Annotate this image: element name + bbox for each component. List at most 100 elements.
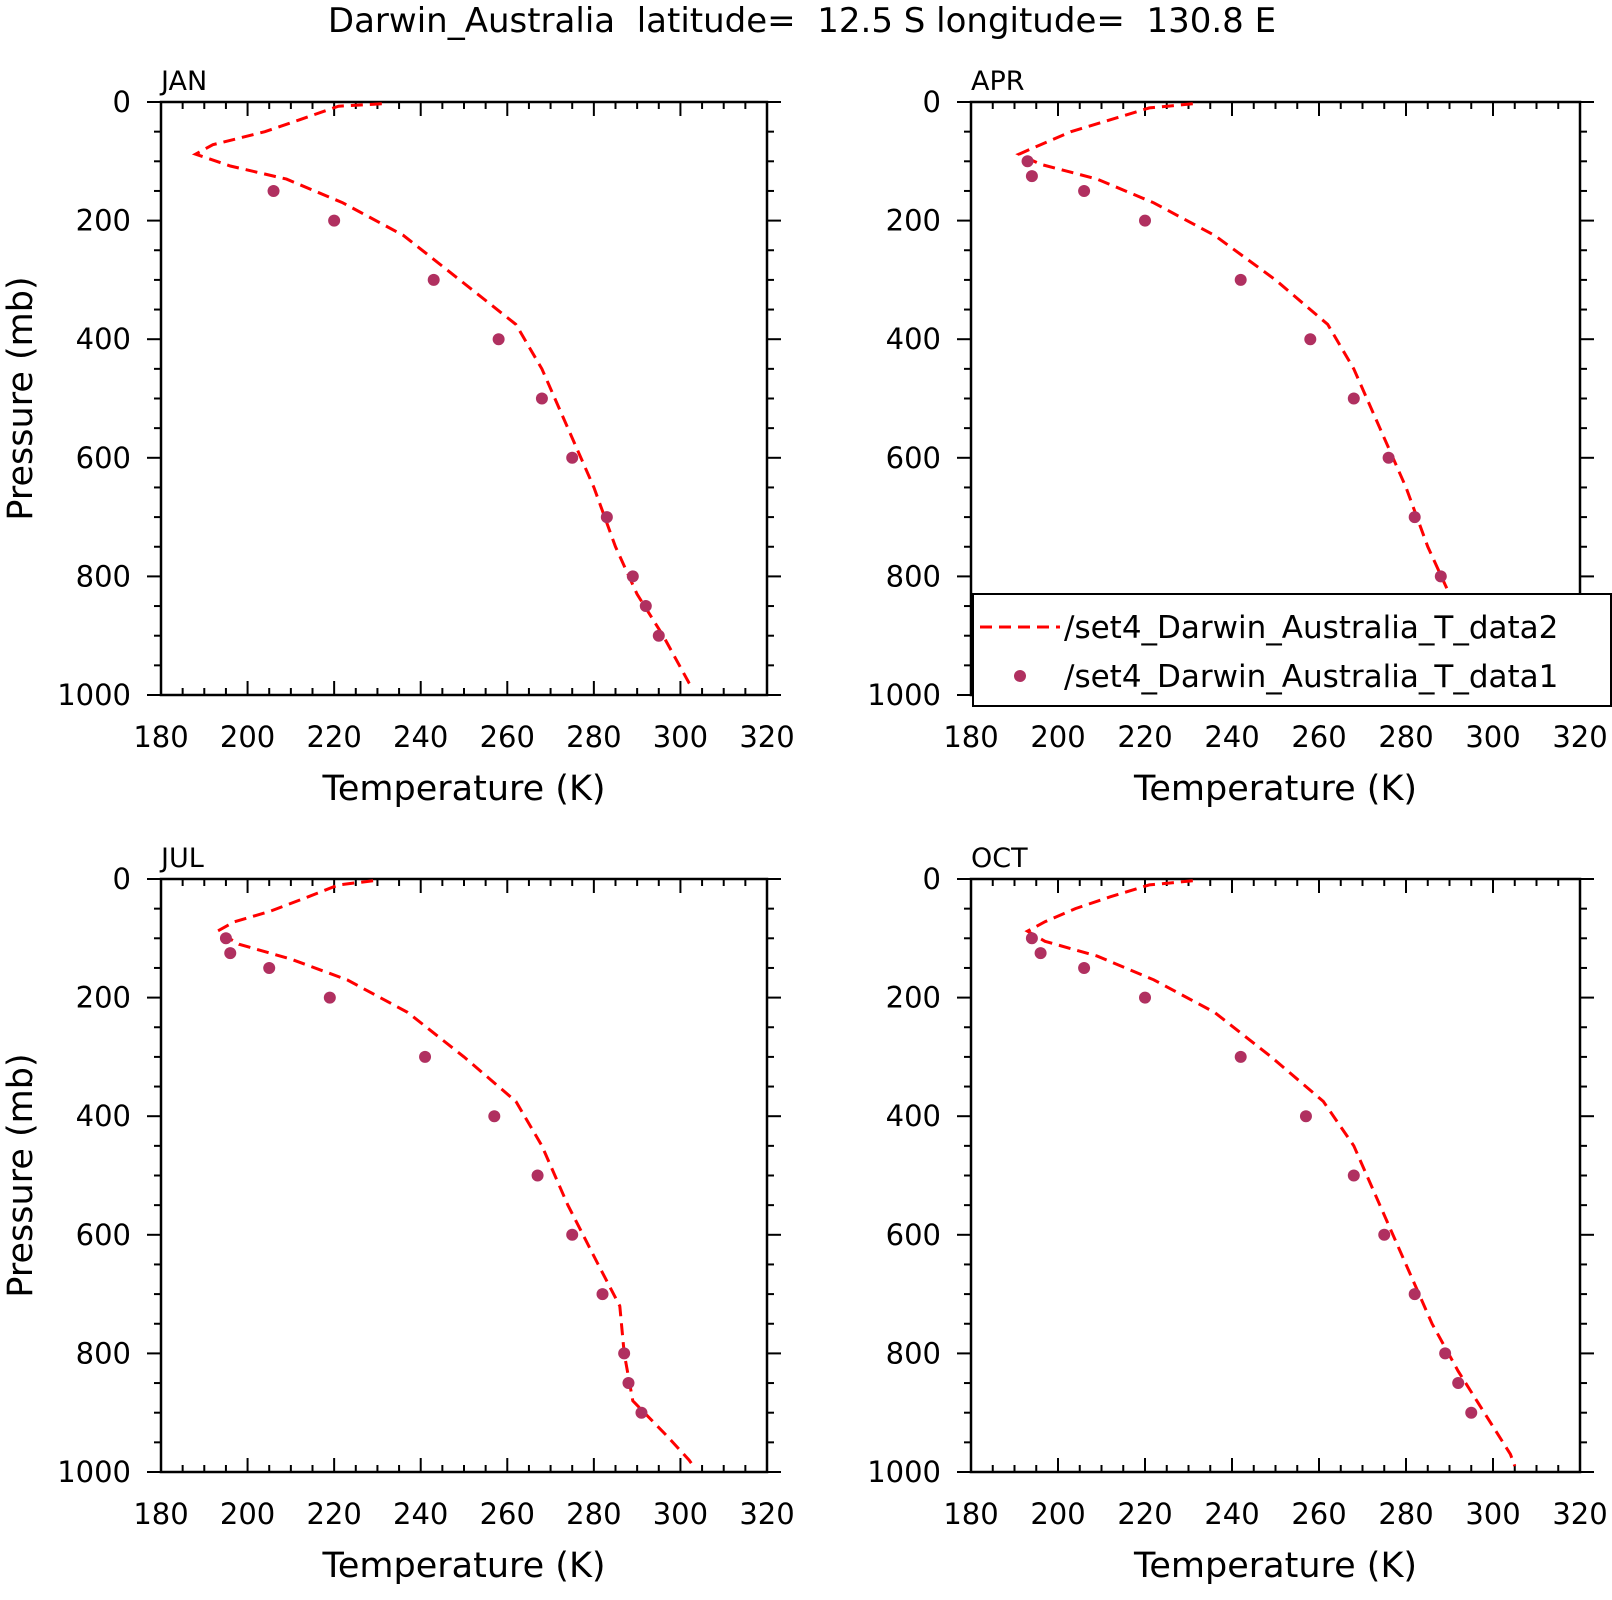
y-tick-label: 600 [76, 441, 131, 475]
x-tick-label: 260 [480, 720, 535, 754]
x-tick-label: 180 [133, 720, 188, 754]
data-point-data1 [267, 184, 280, 197]
x-axis-title: Temperature (K) [1133, 1546, 1417, 1586]
panel-apr: APR 180 200 220 240 260 280 300 320 0 200 400 600 800… [867, 66, 1607, 809]
y-tick-label: 0 [113, 85, 131, 119]
legend-label: /set4_Darwin_Australia_T_data2 [1064, 610, 1558, 646]
x-tick-label: 240 [393, 1497, 448, 1531]
y-tick-label: 400 [76, 1099, 131, 1133]
x-tick-label: 280 [1378, 1497, 1433, 1531]
x-tick-label: 300 [653, 720, 708, 754]
data-point-data1 [1408, 511, 1421, 524]
x-tick-label: 320 [1552, 720, 1607, 754]
x-tick-label: 260 [1291, 1497, 1346, 1531]
data-point-data1 [1465, 1406, 1478, 1419]
data-point-data1 [1439, 1347, 1452, 1360]
y-tick-label: 800 [886, 559, 941, 593]
y-tick-label: 200 [76, 981, 131, 1015]
data-point-data1 [1382, 451, 1395, 464]
data-point-data1 [535, 392, 548, 405]
x-axis-title: Temperature (K) [321, 769, 605, 809]
y-axis-title: Pressure (mb) [1, 1053, 41, 1297]
data-point-data1 [639, 600, 652, 613]
x-tick-label: 240 [393, 720, 448, 754]
y-tick-label: 400 [76, 322, 131, 356]
y-tick-label: 1000 [867, 678, 941, 712]
x-tick-label: 280 [566, 720, 621, 754]
data-point-data1 [1025, 932, 1038, 945]
series-line-data2 [1024, 879, 1517, 1467]
legend-label: /set4_Darwin_Australia_T_data1 [1064, 659, 1558, 695]
y-tick-label: 800 [76, 559, 131, 593]
panels-group: JAN 180 200 220 240 260 280 300 320 0 200 400 600 800… [1, 66, 1608, 1586]
data-point-data1 [1078, 961, 1091, 974]
x-tick-label: 300 [1465, 720, 1520, 754]
y-tick-label: 0 [923, 85, 941, 119]
data-point-data1 [652, 629, 665, 642]
y-tick-label: 800 [886, 1336, 941, 1370]
x-tick-label: 320 [1552, 1497, 1607, 1531]
x-tick-label: 200 [1030, 720, 1085, 754]
x-tick-label: 180 [943, 720, 998, 754]
figure-title: Darwin_Australia latitude= 12.5 S longit… [328, 1, 1276, 41]
series-line-data2 [214, 879, 695, 1467]
y-axis-title: Pressure (mb) [1, 276, 41, 520]
x-tick-label: 200 [220, 1497, 275, 1531]
x-tick-label: 220 [1117, 1497, 1172, 1531]
data-point-data1 [618, 1347, 631, 1360]
y-tick-label: 600 [886, 441, 941, 475]
panel-jan: JAN 180 200 220 240 260 280 300 320 0 200 400 600 800… [1, 66, 795, 809]
data-point-data1 [263, 961, 276, 974]
x-tick-label: 200 [220, 720, 275, 754]
x-tick-label: 320 [739, 1497, 794, 1531]
x-tick-label: 220 [306, 1497, 361, 1531]
data-point-data1 [427, 273, 440, 286]
data-point-data1 [566, 451, 579, 464]
data-point-data1 [488, 1110, 501, 1123]
data-point-data1 [1304, 333, 1317, 346]
data-point-data1 [1347, 392, 1360, 405]
x-axis-title: Temperature (K) [1133, 769, 1417, 809]
x-tick-label: 280 [1378, 720, 1433, 754]
data-point-data1 [328, 214, 341, 227]
panel-jul: JUL 180 200 220 240 260 280 300 320 0 200 400 600 800… [1, 843, 795, 1586]
data-point-data1 [1408, 1288, 1421, 1301]
data-point-data1 [1378, 1228, 1391, 1241]
y-tick-label: 200 [886, 204, 941, 238]
data-point-data1 [1078, 184, 1091, 197]
y-tick-label: 200 [76, 204, 131, 238]
x-tick-label: 220 [1117, 720, 1172, 754]
data-point-data1 [1139, 991, 1151, 1004]
x-tick-label: 180 [943, 1497, 998, 1531]
data-point-data1 [492, 333, 505, 346]
panel-label: JUL [159, 843, 204, 874]
data-point-data1 [1347, 1169, 1360, 1182]
data-point-data1 [1021, 155, 1034, 168]
y-tick-label: 400 [886, 322, 941, 356]
data-point-data1 [219, 932, 232, 945]
y-tick-label: 1000 [57, 678, 131, 712]
legend-dot-swatch [1014, 670, 1026, 682]
data-point-data1 [1434, 570, 1447, 583]
panel-oct: OCT 180 200 220 240 260 280 300 320 0 200 400 600 800… [867, 843, 1607, 1586]
series-line-data2 [1015, 102, 1508, 690]
y-tick-label: 600 [886, 1218, 941, 1252]
data-point-data1 [626, 570, 639, 583]
x-tick-label: 240 [1204, 720, 1259, 754]
x-tick-label: 240 [1204, 1497, 1259, 1531]
data-point-data1 [622, 1377, 635, 1390]
panel-label: APR [971, 66, 1025, 97]
x-axis-title: Temperature (K) [321, 1546, 605, 1586]
x-tick-label: 300 [1465, 1497, 1520, 1531]
y-tick-label: 1000 [57, 1455, 131, 1489]
data-point-data1 [566, 1228, 579, 1241]
x-tick-label: 280 [566, 1497, 621, 1531]
y-tick-label: 1000 [867, 1455, 941, 1489]
plot-frame [159, 877, 769, 1474]
y-tick-label: 0 [113, 862, 131, 896]
data-point-data1 [419, 1050, 432, 1063]
plot-frame [969, 877, 1582, 1474]
panel-label: JAN [159, 66, 207, 97]
x-tick-label: 260 [1291, 720, 1346, 754]
